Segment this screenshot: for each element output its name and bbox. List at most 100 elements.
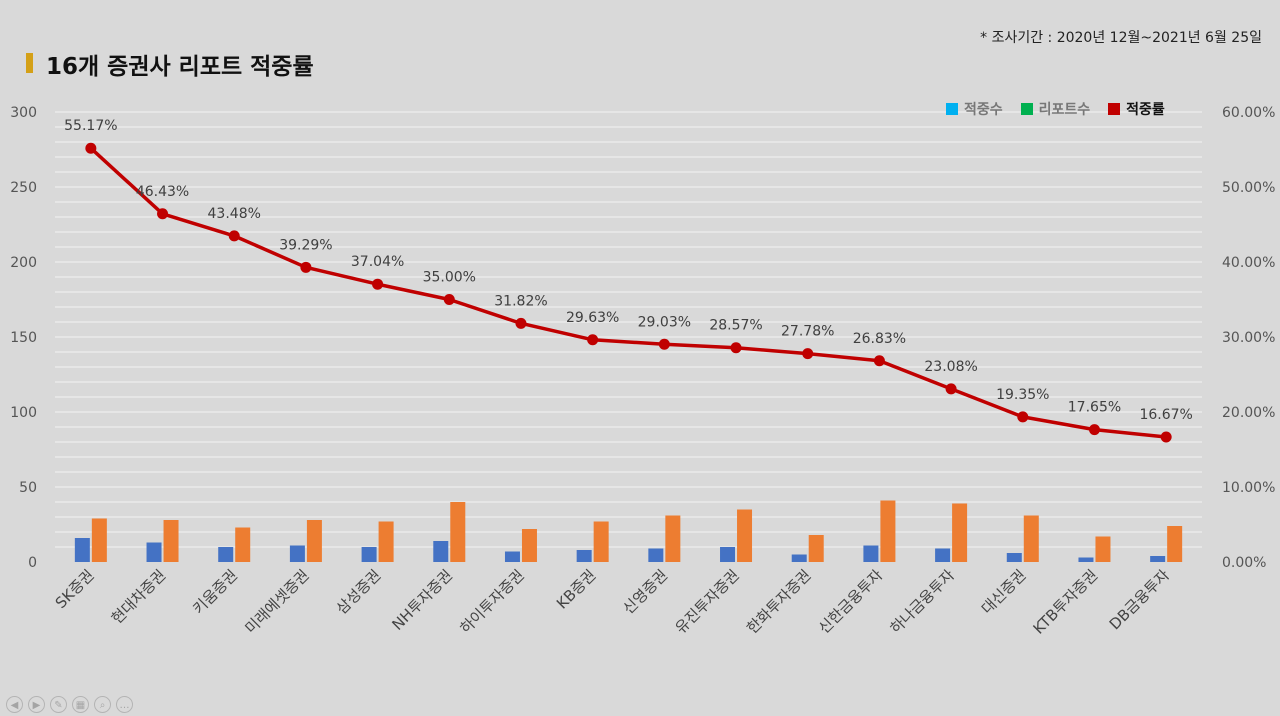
y-left-tick-label: 200	[10, 255, 37, 271]
hit-rate-point	[1160, 431, 1172, 443]
bar-hits	[720, 547, 736, 562]
x-category-label: 하이투자증권	[457, 566, 528, 637]
hit-rate-point	[945, 383, 957, 395]
y-left-tick-label: 250	[10, 180, 37, 196]
hit-rate-data-label: 16.67%	[1139, 407, 1192, 423]
bar-hits	[1078, 557, 1094, 562]
bar-hits	[504, 551, 520, 562]
hit-rate-line	[89, 146, 1167, 439]
survey-period-note: * 조사기간 : 2020년 12월~2021년 6월 25일	[980, 30, 1262, 46]
x-category-label: 하나금융투자	[887, 566, 958, 637]
hit-rate-point	[1088, 424, 1100, 436]
zoom-icon[interactable]: ⌕	[94, 696, 111, 713]
y-left-tick-label: 300	[10, 105, 37, 121]
hit-rate-point	[443, 294, 455, 305]
legend-swatch-hits	[946, 103, 958, 115]
x-category-label: NH투자증권	[388, 566, 456, 634]
x-category-label: SK증권	[52, 566, 98, 612]
hit-rate-data-label: 43.48%	[208, 206, 261, 222]
y-right-tick-label: 10.00%	[1222, 480, 1275, 496]
x-category-label: 한화투자증권	[743, 566, 814, 637]
play-icon[interactable]: ▶	[28, 696, 45, 713]
y-left-tick-label: 0	[28, 555, 37, 571]
x-category-label: 신영증권	[619, 566, 671, 618]
legend-item-hits[interactable]: 적중수	[946, 99, 1003, 119]
x-category-label: 유진투자증권	[672, 566, 743, 637]
legend: 적중수 리포트수 적중률	[946, 99, 1165, 119]
hit-rate-point	[802, 348, 814, 360]
hit-rate-point	[300, 261, 312, 273]
y-right-tick-label: 0.00%	[1222, 555, 1266, 571]
legend-item-reports[interactable]: 리포트수	[1020, 99, 1091, 119]
more-icon[interactable]: …	[116, 696, 133, 713]
title-accent-bar	[26, 53, 33, 73]
grid-icon[interactable]: ▦	[72, 696, 89, 713]
hit-rate-data-label: 26.83%	[853, 331, 906, 347]
legend-label-hits: 적중수	[964, 102, 1003, 118]
y-left-tick-label: 100	[10, 405, 37, 421]
hit-rate-point	[372, 278, 384, 290]
bar-reports	[808, 535, 824, 562]
bar-reports	[163, 520, 179, 562]
hit-rate-data-label: 19.35%	[996, 387, 1049, 403]
hit-rate-point	[658, 338, 670, 350]
y-right-tick-label: 20.00%	[1222, 405, 1275, 421]
bar-reports	[880, 500, 896, 562]
x-category-label: 현대차증권	[108, 566, 170, 628]
bar-reports	[378, 521, 394, 562]
bar-reports	[952, 503, 968, 562]
legend-item-hit-rate[interactable]: 적중률	[1108, 99, 1165, 119]
slide-toolbar: ◀ ▶ ✎ ▦ ⌕ …	[6, 696, 133, 713]
chart-title: 16개 증권사 리포트 적중률	[46, 54, 314, 80]
hit-rate-data-label: 28.57%	[709, 318, 762, 334]
x-category-label: 키움증권	[189, 566, 241, 618]
hit-rate-data-label: 27.78%	[781, 324, 834, 340]
legend-label-reports: 리포트수	[1038, 102, 1091, 118]
y-right-tick-label: 50.00%	[1222, 180, 1275, 196]
x-category-label: 미래에셋증권	[241, 566, 312, 637]
bar-reports	[521, 529, 537, 562]
bar-reports	[737, 509, 753, 562]
bar-hits	[218, 547, 234, 562]
hit-rate-point	[515, 317, 527, 329]
hit-rate-data-label: 55.17%	[64, 118, 117, 134]
bar-hits	[648, 548, 664, 562]
hit-rate-data-label: 17.65%	[1068, 400, 1121, 416]
bar-hits	[576, 550, 592, 562]
hit-rate-point	[85, 142, 97, 154]
hit-rate-data-label: 46.43%	[136, 184, 189, 200]
hit-rate-point	[587, 334, 599, 346]
bar-reports	[1095, 536, 1111, 562]
x-category-label: 대신증권	[978, 566, 1030, 618]
bar-reports	[665, 515, 681, 562]
y-right-tick-label: 40.00%	[1222, 255, 1275, 271]
hit-rate-data-label: 39.29%	[279, 237, 332, 253]
legend-label-hit-rate: 적중률	[1126, 102, 1165, 118]
bar-reports	[593, 521, 609, 562]
hit-rate-data-label: 37.04%	[351, 254, 404, 270]
x-category-label: KB증권	[553, 566, 599, 612]
bar-hits	[935, 548, 951, 562]
x-category-label: 삼성증권	[333, 566, 385, 618]
pen-icon[interactable]: ✎	[50, 696, 67, 713]
x-category-label: KTB투자증권	[1030, 566, 1102, 638]
bar-hits	[361, 547, 377, 562]
bar-reports	[306, 520, 322, 562]
bar-hits	[863, 545, 879, 562]
hit-rate-data-label: 31.82%	[494, 293, 547, 309]
bar-reports	[235, 527, 251, 562]
legend-swatch-hit-rate	[1108, 103, 1121, 115]
y-left-tick-label: 150	[10, 330, 37, 346]
x-category-label: 신한금융투자	[815, 566, 886, 637]
y-left-tick-label: 50	[19, 480, 37, 496]
bar-hits	[791, 554, 807, 562]
hit-rate-data-label: 29.63%	[566, 310, 619, 326]
bar-hits	[289, 545, 305, 562]
y-right-tick-label: 30.00%	[1222, 330, 1275, 346]
prev-icon[interactable]: ◀	[6, 696, 23, 713]
hit-rate-point	[1017, 411, 1029, 423]
bar-reports	[91, 518, 107, 562]
bar-reports	[1023, 515, 1039, 562]
bar-hits	[433, 541, 449, 562]
bar-reports	[1167, 526, 1183, 562]
